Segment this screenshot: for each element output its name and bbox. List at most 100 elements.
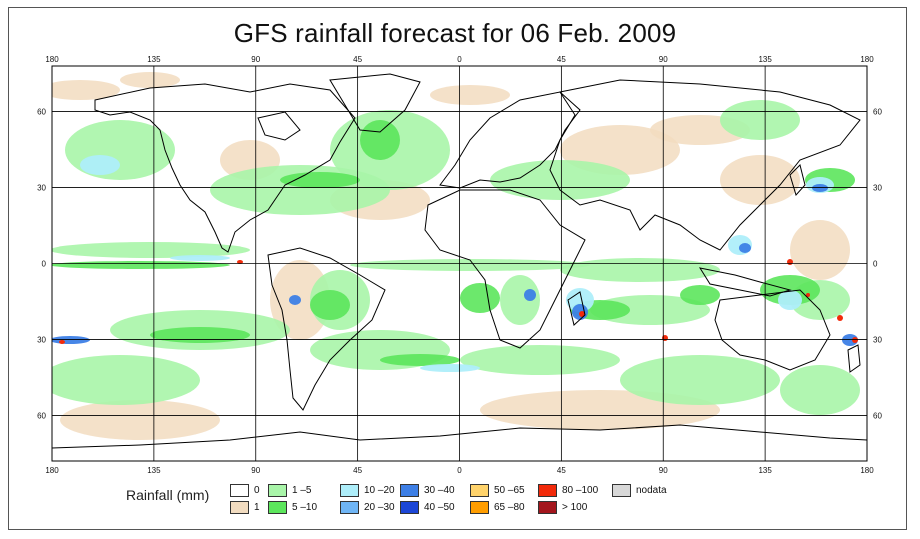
rain-patch-1-5mm bbox=[350, 259, 590, 271]
legend-swatch bbox=[470, 501, 489, 514]
right-tick-label: 0 bbox=[873, 260, 878, 269]
africa-outline bbox=[424, 189, 586, 349]
bottom-tick-label: 180 bbox=[45, 466, 59, 475]
rain-patch-5-10mm bbox=[150, 327, 250, 343]
rain-patch-30-40mm bbox=[524, 289, 536, 301]
australia-outline bbox=[714, 289, 831, 371]
rain-patch-30-40mm bbox=[289, 295, 301, 305]
rain-patch-1-5mm bbox=[500, 275, 540, 325]
rain-patch-5-10mm bbox=[460, 283, 500, 313]
map-border bbox=[51, 65, 868, 462]
hudson-bay-outline bbox=[257, 111, 301, 141]
bottom-tick-label: 45 bbox=[557, 466, 566, 475]
rain-patch-80-100mm bbox=[579, 311, 585, 317]
rain-patch-1-5mm bbox=[620, 355, 780, 405]
north-america-outline bbox=[94, 83, 356, 253]
bottom-tick-label: 45 bbox=[353, 466, 362, 475]
rain-patch-10-20mm bbox=[170, 255, 230, 261]
rain-patch-30-40mm bbox=[739, 243, 751, 253]
left-tick-label: 30 bbox=[37, 335, 46, 344]
top-tick-label: 45 bbox=[557, 55, 566, 64]
legend-label: nodata bbox=[636, 485, 667, 496]
rain-patch-30-40mm bbox=[812, 184, 828, 192]
rain-patch-10-20mm bbox=[778, 290, 802, 310]
rain-patch-1mm bbox=[430, 85, 510, 105]
rain-patch-80-100mm bbox=[787, 259, 793, 265]
top-tick-label: 0 bbox=[457, 55, 462, 64]
rain-patch-10-20mm bbox=[420, 364, 480, 372]
top-tick-label: 180 bbox=[45, 55, 59, 64]
bottom-tick-label: 90 bbox=[251, 466, 260, 475]
left-tick-label: 30 bbox=[37, 184, 46, 193]
legend-swatch bbox=[470, 484, 489, 497]
rain-patch-1mm bbox=[720, 155, 800, 205]
rain-patch-80-100mm bbox=[237, 260, 243, 264]
legend-swatch bbox=[268, 501, 287, 514]
top-tick-label: 180 bbox=[860, 55, 874, 64]
rain-patch-5-10mm bbox=[280, 172, 360, 188]
rain-patch-1-5mm bbox=[560, 258, 720, 282]
rain-patch-1-5mm bbox=[490, 160, 630, 200]
legend-swatch bbox=[400, 501, 419, 514]
rain-patch-30-40mm bbox=[842, 334, 858, 346]
legend-label: > 100 bbox=[562, 502, 588, 513]
japan-outline bbox=[789, 164, 806, 196]
top-tick-label: 135 bbox=[147, 55, 161, 64]
rain-patch-80-100mm bbox=[59, 340, 65, 344]
rain-patch-1mm bbox=[60, 400, 220, 440]
legend-label: 0 bbox=[254, 485, 260, 496]
rain-patch-10-20mm bbox=[566, 288, 594, 312]
rain-patch-10-20mm bbox=[80, 155, 120, 175]
right-tick-label: 30 bbox=[873, 335, 882, 344]
right-tick-label: 30 bbox=[873, 184, 882, 193]
rain-patch-80-100mm bbox=[806, 293, 810, 297]
rain-patch-80-100mm bbox=[837, 315, 843, 321]
left-tick-label: 0 bbox=[42, 260, 47, 269]
legend-swatch bbox=[400, 484, 419, 497]
rain-patch-1mm bbox=[52, 80, 120, 100]
rain-patch-1mm bbox=[120, 72, 180, 88]
legend-label: 20 –30 bbox=[364, 502, 395, 513]
legend-swatch bbox=[340, 501, 359, 514]
legend-swatch bbox=[230, 484, 249, 497]
top-tick-label: 135 bbox=[758, 55, 772, 64]
legend-swatch bbox=[538, 484, 557, 497]
legend-swatch bbox=[230, 501, 249, 514]
bottom-tick-label: 0 bbox=[457, 466, 462, 475]
right-tick-label: 60 bbox=[873, 411, 882, 420]
right-tick-label: 60 bbox=[873, 108, 882, 117]
europe-outline bbox=[439, 91, 581, 189]
greenland-outline bbox=[329, 73, 421, 133]
legend-label: 65 –80 bbox=[494, 502, 525, 513]
legend-swatch bbox=[268, 484, 287, 497]
coastlines bbox=[52, 73, 867, 449]
rain-patch-1-5mm bbox=[780, 365, 860, 415]
bottom-tick-label: 135 bbox=[147, 466, 161, 475]
rain-patch-30-40mm bbox=[52, 336, 90, 344]
rain-patch-1-5mm bbox=[52, 355, 200, 405]
legend-label: 30 –40 bbox=[424, 485, 455, 496]
legend-label: 10 –20 bbox=[364, 485, 395, 496]
rain-patch-5-10mm bbox=[52, 261, 230, 269]
rain-patch-80-100mm bbox=[852, 337, 858, 343]
page-title: GFS rainfall forecast for 06 Feb. 2009 bbox=[233, 18, 677, 48]
rain-patch-1-5mm bbox=[590, 295, 710, 325]
top-tick-label: 90 bbox=[659, 55, 668, 64]
rain-patch-5-10mm bbox=[310, 290, 350, 320]
top-tick-label: 45 bbox=[353, 55, 362, 64]
legend-label: 1 bbox=[254, 502, 260, 513]
new-zealand-outline bbox=[847, 344, 861, 373]
legend-label: 1 –5 bbox=[292, 485, 312, 496]
axis-tick-labels: 180 135 90 45 0 45 90 135 180 180 135 90 45 0 45 90 135 1… bbox=[37, 55, 882, 475]
rain-patch-5-10mm bbox=[680, 285, 720, 305]
legend-label: 80 –100 bbox=[562, 485, 599, 496]
legend-label: 50 –65 bbox=[494, 485, 525, 496]
rain-patch-5-10mm bbox=[360, 120, 400, 160]
madagascar-outline bbox=[567, 291, 586, 326]
legend-swatch bbox=[340, 484, 359, 497]
rainfall-field bbox=[52, 72, 860, 440]
top-tick-label: 90 bbox=[251, 55, 260, 64]
legend-label: 40 –50 bbox=[424, 502, 455, 513]
rain-patch-1mm bbox=[790, 220, 850, 280]
